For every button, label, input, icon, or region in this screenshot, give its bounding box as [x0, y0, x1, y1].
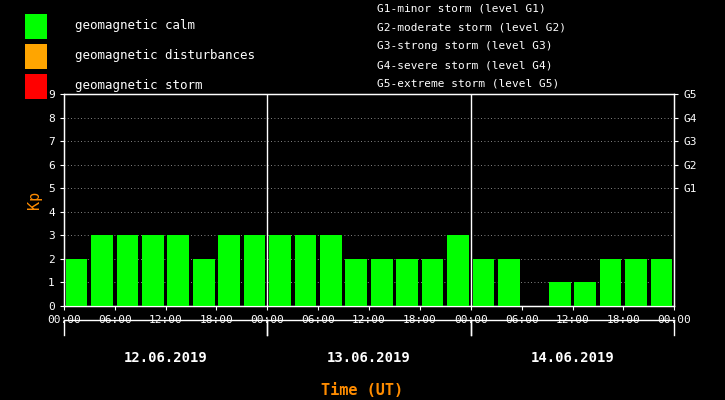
- Bar: [269, 235, 291, 306]
- Bar: [167, 235, 189, 306]
- Bar: [320, 235, 341, 306]
- Bar: [91, 235, 113, 306]
- Bar: [371, 259, 392, 306]
- Bar: [346, 259, 367, 306]
- Text: G5-extreme storm (level G5): G5-extreme storm (level G5): [377, 79, 559, 89]
- Text: G4-severe storm (level G4): G4-severe storm (level G4): [377, 60, 552, 70]
- Bar: [549, 282, 571, 306]
- Bar: [218, 235, 240, 306]
- Text: G2-moderate storm (level G2): G2-moderate storm (level G2): [377, 22, 566, 32]
- Text: G3-strong storm (level G3): G3-strong storm (level G3): [377, 41, 552, 51]
- Bar: [600, 259, 621, 306]
- Text: geomagnetic storm: geomagnetic storm: [75, 79, 202, 92]
- Bar: [651, 259, 672, 306]
- Bar: [574, 282, 596, 306]
- Text: geomagnetic disturbances: geomagnetic disturbances: [75, 49, 254, 62]
- Bar: [625, 259, 647, 306]
- Text: geomagnetic calm: geomagnetic calm: [75, 19, 195, 32]
- Y-axis label: Kp: Kp: [28, 191, 43, 209]
- Bar: [498, 259, 520, 306]
- Bar: [244, 235, 265, 306]
- Text: 13.06.2019: 13.06.2019: [327, 351, 411, 365]
- Bar: [397, 259, 418, 306]
- Bar: [142, 235, 164, 306]
- Bar: [117, 235, 138, 306]
- Text: 12.06.2019: 12.06.2019: [124, 351, 207, 365]
- Text: Time (UT): Time (UT): [321, 383, 404, 398]
- Text: 14.06.2019: 14.06.2019: [531, 351, 614, 365]
- Bar: [25, 14, 47, 38]
- Bar: [422, 259, 444, 306]
- Bar: [66, 259, 87, 306]
- Bar: [25, 74, 47, 99]
- Bar: [473, 259, 494, 306]
- Bar: [193, 259, 215, 306]
- Bar: [447, 235, 469, 306]
- Bar: [25, 44, 47, 69]
- Text: G1-minor storm (level G1): G1-minor storm (level G1): [377, 4, 546, 14]
- Bar: [294, 235, 316, 306]
